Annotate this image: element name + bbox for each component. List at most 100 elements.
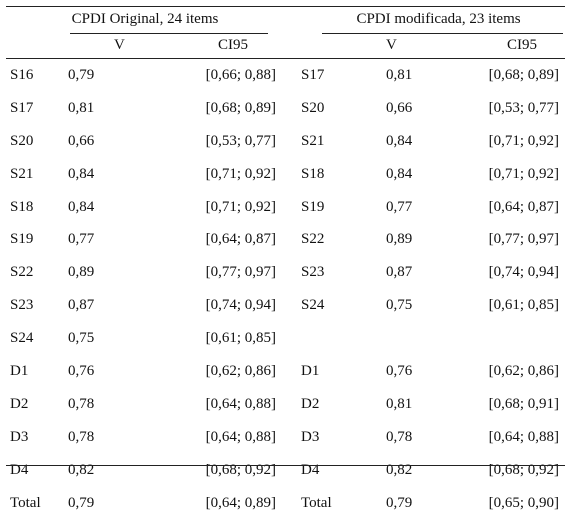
group-header-original: CPDI Original, 24 items [6,6,280,33]
ci-original-cell: [0,61; 0,85] [132,322,280,355]
v-modified-cell: 0,81 [366,59,438,92]
item-original-cell: S20 [6,125,62,158]
ci-modified-cell: [0,74; 0,94] [438,256,565,289]
v-modified-cell: 0,82 [366,454,438,487]
item-original-cell: D2 [6,388,62,421]
item-modified-cell: D2 [300,388,366,421]
ci-modified-cell: [0,64; 0,88] [438,421,565,454]
column-header-ci-modified: CI95 [438,33,565,59]
v-modified-cell [366,322,438,355]
v-modified-cell: 0,87 [366,256,438,289]
ci-original-cell: [0,66; 0,88] [132,59,280,92]
v-original-cell: 0,84 [62,191,132,224]
item-original-cell: D3 [6,421,62,454]
ci-modified-cell: [0,62; 0,86] [438,355,565,388]
ci-modified-cell: [0,71; 0,92] [438,158,565,191]
v-original-cell: 0,89 [62,256,132,289]
item-original-cell: D4 [6,454,62,487]
v-modified-cell: 0,75 [366,289,438,322]
item-modified-cell: S20 [300,92,366,125]
v-original-cell: 0,66 [62,125,132,158]
group-header-row: CPDI Original, 24 items CPDI modificada,… [6,6,565,33]
column-header-row: V CI95 V CI95 [6,33,565,59]
item-modified-cell: S17 [300,59,366,92]
item-modified-cell: S23 [300,256,366,289]
v-original-cell: 0,79 [62,59,132,92]
ci-modified-cell: [0,65; 0,90] [438,487,565,519]
ci-original-cell: [0,71; 0,92] [132,158,280,191]
ci-original-cell: [0,74; 0,94] [132,289,280,322]
ci-original-cell: [0,64; 0,88] [132,421,280,454]
ci-original-cell: [0,68; 0,92] [132,454,280,487]
item-modified-cell: D1 [300,355,366,388]
v-modified-cell: 0,66 [366,92,438,125]
item-modified-cell: Total [300,487,366,519]
item-modified-cell: S21 [300,125,366,158]
v-original-cell: 0,79 [62,487,132,519]
ci-modified-cell: [0,77; 0,97] [438,223,565,256]
v-modified-cell: 0,84 [366,158,438,191]
item-original-cell: Total [6,487,62,519]
ci-original-cell: [0,53; 0,77] [132,125,280,158]
ci-modified-cell: [0,64; 0,87] [438,191,565,224]
column-header-ci-original: CI95 [132,33,280,59]
v-modified-cell: 0,76 [366,355,438,388]
ci-original-cell: [0,64; 0,88] [132,388,280,421]
item-original-cell: S24 [6,322,62,355]
v-original-cell: 0,84 [62,158,132,191]
v-original-cell: 0,76 [62,355,132,388]
item-original-cell: S18 [6,191,62,224]
ci-modified-cell: [0,68; 0,91] [438,388,565,421]
v-original-cell: 0,81 [62,92,132,125]
group-header-modified: CPDI modificada, 23 items [300,6,565,33]
page: CPDI Original, 24 items CPDI modificada,… [0,0,571,473]
validity-table: CPDI Original, 24 items CPDI modificada,… [6,6,565,519]
ci-original-cell: [0,68; 0,89] [132,92,280,125]
ci-original-cell: [0,71; 0,92] [132,191,280,224]
item-original-cell: S22 [6,256,62,289]
item-original-cell: S17 [6,92,62,125]
ci-original-cell: [0,64; 0,89] [132,487,280,519]
v-modified-cell: 0,79 [366,487,438,519]
v-original-cell: 0,82 [62,454,132,487]
ci-modified-cell: [0,68; 0,89] [438,59,565,92]
ci-modified-cell: [0,53; 0,77] [438,92,565,125]
item-original-cell: S23 [6,289,62,322]
v-modified-cell: 0,78 [366,421,438,454]
ci-modified-cell: [0,68; 0,92] [438,454,565,487]
ci-modified-cell: [0,71; 0,92] [438,125,565,158]
v-modified-cell: 0,89 [366,223,438,256]
column-header-v-original: V [62,33,132,59]
table-bottom-rule [6,465,565,466]
ci-modified-cell [438,322,565,355]
v-modified-cell: 0,81 [366,388,438,421]
item-modified-cell: S19 [300,191,366,224]
item-original-cell: S21 [6,158,62,191]
ci-modified-cell: [0,61; 0,85] [438,289,565,322]
item-original-cell: S16 [6,59,62,92]
v-original-cell: 0,87 [62,289,132,322]
ci-original-cell: [0,77; 0,97] [132,256,280,289]
item-modified-cell: D3 [300,421,366,454]
column-header-v-modified: V [366,33,438,59]
ci-original-cell: [0,62; 0,86] [132,355,280,388]
v-original-cell: 0,75 [62,322,132,355]
ci-original-cell: [0,64; 0,87] [132,223,280,256]
v-original-cell: 0,77 [62,223,132,256]
item-modified-cell: S22 [300,223,366,256]
